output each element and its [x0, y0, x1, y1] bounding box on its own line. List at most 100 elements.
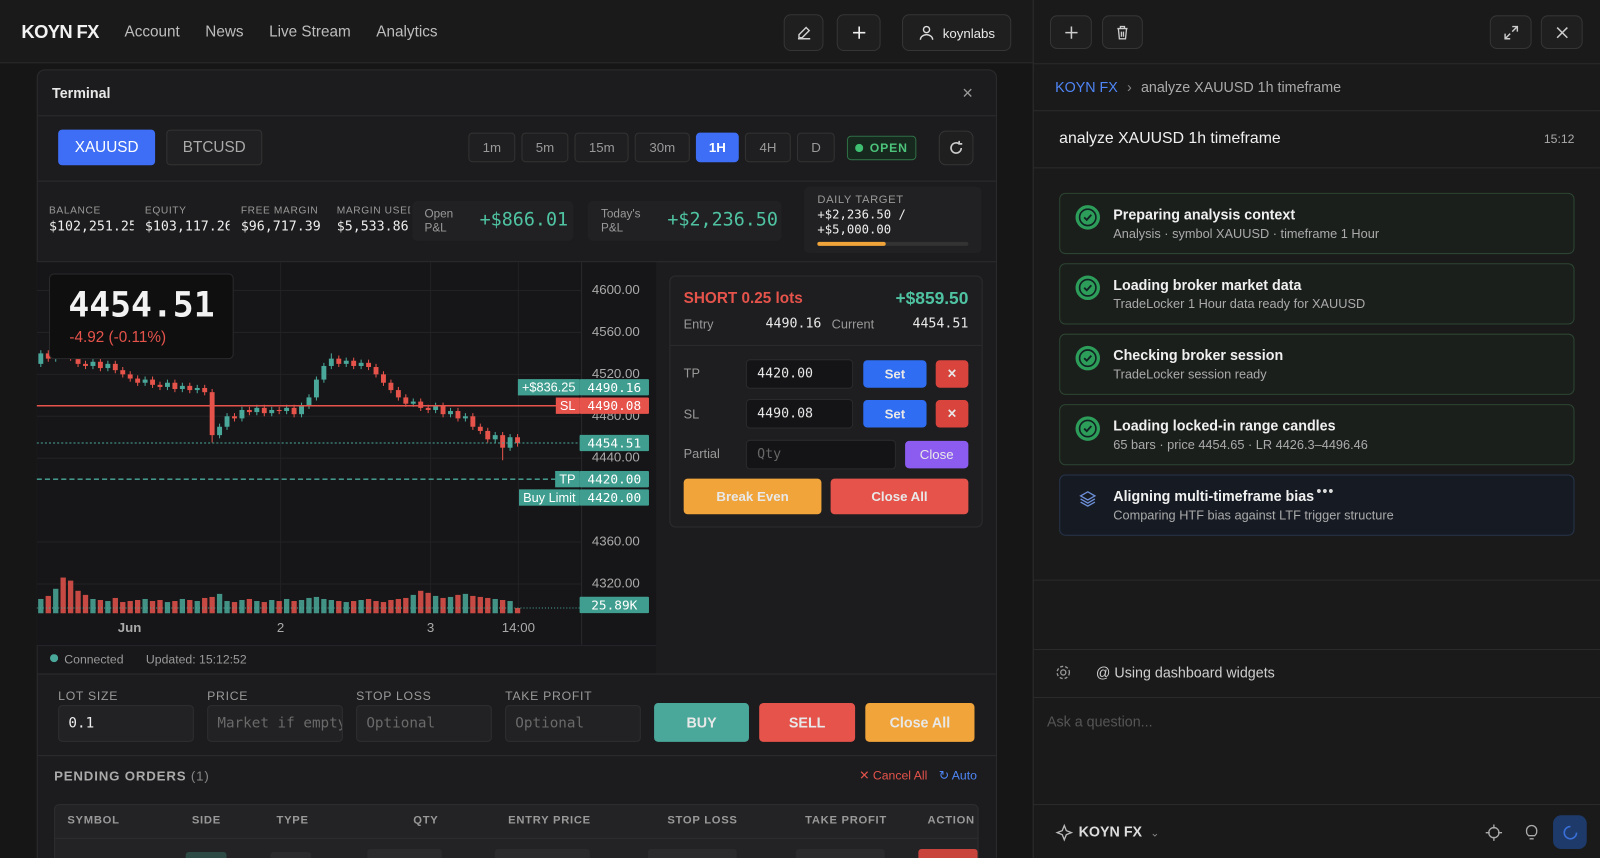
nav-link[interactable]: Live Stream: [269, 23, 351, 41]
candle-body: [395, 390, 401, 398]
candle-body: [202, 387, 208, 393]
divider: [37, 673, 996, 675]
timeframe-tab[interactable]: 15m: [574, 132, 630, 163]
send-button[interactable]: [1553, 815, 1587, 849]
close-all-button[interactable]: Close All: [865, 703, 975, 742]
candle-body: [500, 435, 506, 448]
field-input[interactable]: 0.1: [58, 705, 194, 742]
expand-button[interactable]: [1489, 15, 1532, 49]
timeframe-tab[interactable]: 5m: [521, 132, 569, 163]
target-icon[interactable]: [1485, 823, 1503, 841]
user-query: analyze XAUUSD 1h timeframe: [1059, 129, 1281, 147]
candle-body: [336, 358, 342, 364]
close-panel-button[interactable]: [1540, 15, 1583, 49]
breadcrumb-root[interactable]: KOYN FX: [1055, 78, 1118, 95]
divider: [1033, 804, 1600, 806]
candle-body: [224, 416, 230, 427]
divider: [1033, 110, 1600, 112]
open-pnl-card: [412, 201, 574, 241]
divider: [37, 115, 996, 117]
field-input[interactable]: Optional: [356, 705, 492, 742]
stat-value: $103,117.26: [144, 219, 230, 235]
volume-bar: [239, 599, 245, 614]
step-title: Preparing analysis context: [1113, 206, 1296, 223]
step-title: Aligning multi-timeframe bias: [1113, 487, 1315, 505]
symbol-tab[interactable]: XAUUSD: [58, 129, 156, 166]
entry-label: Entry: [683, 317, 714, 332]
sl-set-button[interactable]: Set: [863, 399, 927, 428]
field-label: PRICE: [207, 688, 249, 704]
auto-icon: ↻: [938, 768, 950, 783]
sell-button[interactable]: SELL: [759, 703, 856, 742]
level-tag: SL: [560, 398, 576, 413]
brand[interactable]: KOYN FX: [21, 21, 99, 42]
volume-bar: [164, 602, 171, 614]
expand-icon: [1503, 25, 1518, 39]
position-close-all-button[interactable]: Close All: [830, 478, 969, 515]
volume-bar: [60, 577, 66, 614]
refresh-button[interactable]: [938, 130, 974, 166]
partial-input[interactable]: Qty: [745, 439, 896, 470]
candle-body: [75, 357, 81, 364]
symbol-tab[interactable]: BTCUSD: [166, 129, 263, 166]
sl-input[interactable]: 4490.08: [745, 398, 854, 429]
candle-body: [433, 405, 439, 410]
candle-body: [157, 384, 163, 387]
add-button[interactable]: [836, 14, 881, 52]
field-input[interactable]: Market if empty: [207, 705, 343, 742]
delete-button[interactable]: [1102, 15, 1143, 49]
break-even-button[interactable]: Break Even: [683, 478, 822, 515]
volume-bar: [283, 598, 290, 614]
timeframe-tab[interactable]: 1H: [695, 132, 740, 163]
status-dot: [855, 143, 864, 153]
row-placeholder: [185, 852, 227, 858]
sl-remove-button[interactable]: ×: [935, 399, 969, 428]
price-chart[interactable]: Jun 2 3 14:00 4600.004560.004520.004480.…: [36, 262, 657, 645]
volume-bar: [470, 595, 476, 614]
terminal-close[interactable]: ×: [962, 82, 973, 104]
volume-bar: [313, 596, 320, 614]
settings-icon[interactable]: [1055, 664, 1071, 680]
candle-body: [448, 411, 453, 415]
cancel-all-link[interactable]: ✕ Cancel All: [859, 768, 927, 782]
timeframe-tab[interactable]: D: [796, 132, 836, 163]
timeframe-tab[interactable]: 4H: [745, 132, 791, 163]
candle-body: [410, 401, 416, 404]
edit-button[interactable]: [783, 14, 824, 52]
candle-body: [306, 397, 312, 406]
nav-link[interactable]: Account: [124, 23, 180, 41]
timeframe-tab[interactable]: 1m: [468, 132, 516, 163]
nav-link[interactable]: News: [205, 23, 244, 41]
tp-set-button[interactable]: Set: [863, 360, 927, 388]
tp-input[interactable]: 4420.00: [745, 359, 854, 389]
level-tag-box: [518, 489, 580, 506]
candle-body: [343, 360, 349, 364]
row-placeholder: [270, 852, 312, 858]
field-input[interactable]: Optional: [505, 705, 641, 742]
new-chat-button[interactable]: [1049, 15, 1092, 49]
column-header: QTY: [413, 814, 439, 827]
nav-link[interactable]: Analytics: [376, 23, 438, 41]
cancel-icon: ✕: [859, 768, 870, 783]
buy-button[interactable]: BUY: [654, 703, 749, 742]
bulb-icon[interactable]: [1522, 823, 1540, 841]
price-tag-box: [579, 397, 649, 414]
step-card: [1059, 404, 1575, 466]
step-progress-icon: [1079, 491, 1097, 507]
tp-remove-button[interactable]: ×: [935, 360, 969, 388]
stat-label: BALANCE: [48, 205, 101, 217]
volume-bar: [447, 596, 454, 614]
price-tag: 25.89K: [591, 598, 637, 613]
price-tag: 4490.08: [587, 399, 641, 414]
volume-bar: [254, 601, 260, 614]
chat-input[interactable]: Ask a question...: [1046, 713, 1153, 730]
price-tag-box: [579, 379, 649, 396]
user-button[interactable]: koynlabs: [902, 14, 1012, 52]
partial-close-button[interactable]: Close: [905, 440, 969, 469]
auto-link[interactable]: ↻ Auto: [939, 768, 977, 782]
timeframe-tab[interactable]: 30m: [635, 132, 690, 163]
volume-bar: [149, 601, 156, 614]
terminal-title: Terminal: [52, 84, 111, 102]
user-icon: [919, 25, 934, 40]
model-selector[interactable]: KOYN FX ⌄: [1079, 823, 1160, 839]
